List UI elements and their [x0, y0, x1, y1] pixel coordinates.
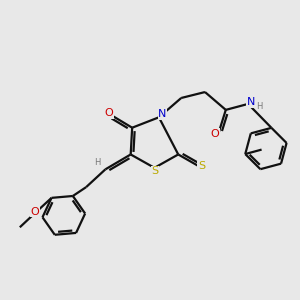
Text: S: S — [152, 167, 159, 176]
Text: N: N — [158, 109, 167, 119]
Text: O: O — [104, 108, 113, 118]
Text: O: O — [30, 206, 39, 217]
Text: H: H — [256, 102, 262, 111]
Text: S: S — [198, 161, 205, 171]
Text: N: N — [247, 98, 255, 107]
Text: O: O — [210, 129, 219, 139]
Text: H: H — [94, 158, 100, 167]
